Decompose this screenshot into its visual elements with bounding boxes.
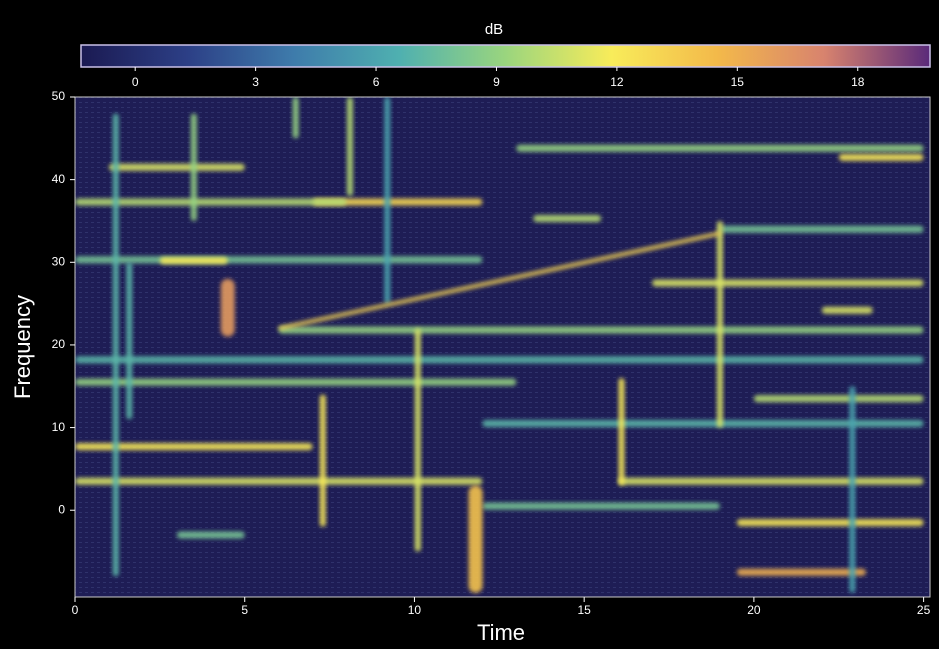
y-tick-label: 30 — [52, 254, 66, 268]
colorbar-tick-label: 3 — [252, 75, 259, 89]
tone — [736, 519, 924, 527]
y-tick-label: 50 — [52, 89, 66, 103]
colorbar — [80, 44, 931, 68]
x-tick-label: 25 — [917, 603, 931, 617]
tone — [75, 356, 924, 364]
tone — [838, 153, 924, 161]
tone — [736, 568, 866, 576]
tone — [75, 256, 483, 264]
tone — [108, 163, 245, 171]
click — [468, 485, 483, 593]
click — [618, 377, 625, 486]
colorbar-tick-label: 18 — [851, 75, 865, 89]
tone — [753, 395, 924, 403]
x-tick-label: 15 — [577, 603, 591, 617]
tone — [482, 419, 924, 427]
tone — [533, 214, 602, 222]
chirp — [278, 231, 721, 331]
y-tick-label: 40 — [52, 172, 66, 186]
x-axis-label: Time — [477, 620, 525, 645]
colorbar-tick-label: 9 — [493, 75, 500, 89]
click — [384, 97, 391, 304]
tone — [176, 531, 245, 539]
tone — [75, 378, 517, 386]
click — [716, 220, 723, 428]
click — [190, 113, 197, 221]
tone — [719, 225, 924, 233]
tone — [618, 477, 924, 485]
tone — [278, 326, 924, 334]
click — [319, 394, 326, 527]
colorbar-tick-label: 15 — [731, 75, 745, 89]
click — [849, 386, 856, 593]
colorbar-title: dB — [485, 21, 503, 38]
colorbar-tick-label: 6 — [373, 75, 380, 89]
colorbar-tick-label: 0 — [132, 75, 139, 89]
click — [414, 328, 421, 552]
x-tick-label: 0 — [72, 603, 79, 617]
x-tick-label: 5 — [241, 603, 248, 617]
click — [112, 113, 119, 577]
click — [292, 97, 299, 139]
tone — [482, 502, 720, 510]
y-tick-label: 20 — [52, 337, 66, 351]
y-tick-label: 0 — [58, 502, 65, 516]
tone — [516, 144, 924, 152]
y-tick-label: 10 — [52, 420, 66, 434]
colorbar-tick-label: 12 — [610, 75, 624, 89]
click — [126, 262, 133, 420]
tone — [312, 198, 483, 206]
tone — [652, 279, 924, 287]
tone — [821, 306, 873, 314]
tone — [75, 198, 347, 206]
tone — [75, 443, 313, 451]
tone — [75, 477, 483, 485]
click — [220, 278, 235, 337]
x-tick-label: 20 — [747, 603, 761, 617]
plot-area — [74, 96, 931, 598]
click — [346, 97, 353, 197]
y-axis-label: Frequency — [10, 295, 35, 399]
x-tick-label: 10 — [408, 603, 422, 617]
tone — [159, 257, 228, 265]
spectrogram — [75, 97, 924, 593]
